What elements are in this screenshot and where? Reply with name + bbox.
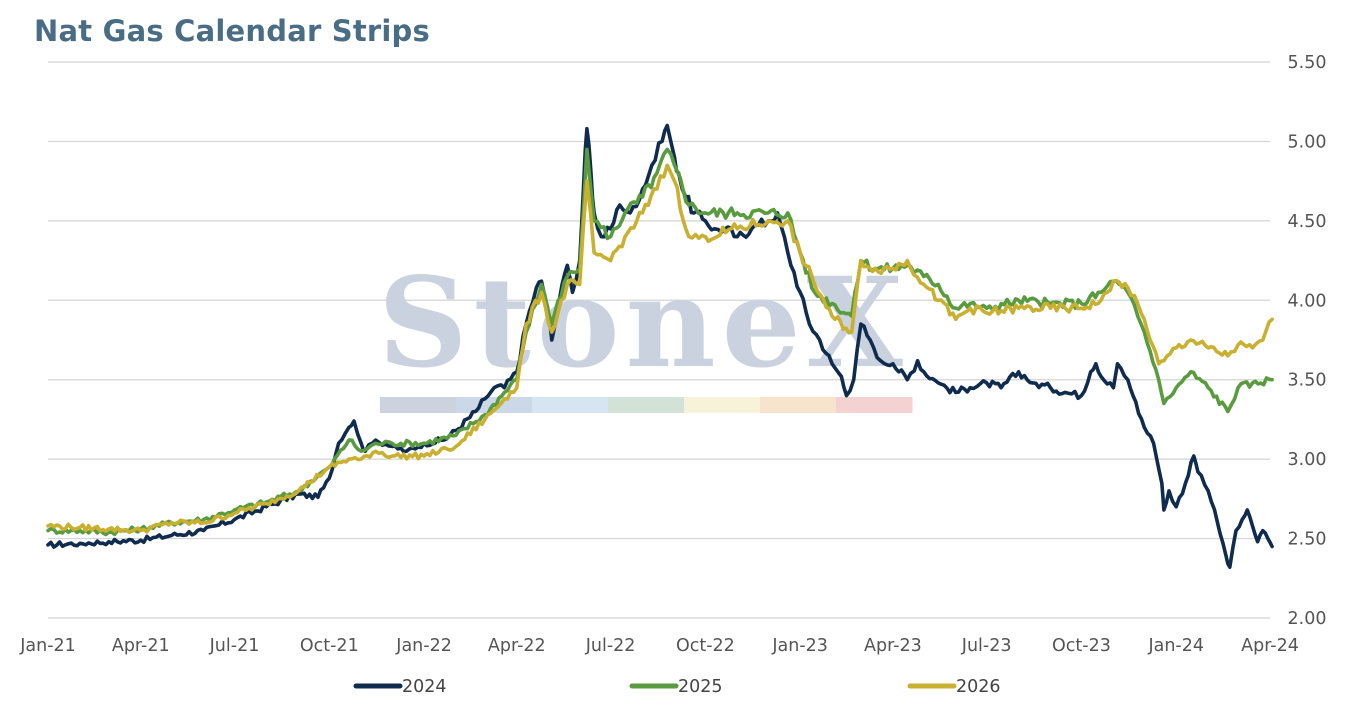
x-tick-label: Jan-21 bbox=[19, 636, 76, 656]
series-line-2024 bbox=[46, 123, 1274, 569]
x-tick-label: Apr-23 bbox=[864, 636, 922, 656]
x-tick-label: Jul-21 bbox=[209, 636, 260, 656]
legend-label-2024: 2024 bbox=[402, 677, 447, 697]
x-tick-label: Oct-22 bbox=[676, 636, 735, 656]
legend: 2024 2025 2026 bbox=[353, 677, 1001, 697]
y-tick-label: 2.00 bbox=[1288, 609, 1327, 629]
x-tick-label: Oct-21 bbox=[300, 636, 359, 656]
y-tick-label: 5.00 bbox=[1288, 132, 1327, 152]
stonex-watermark: StoneX bbox=[378, 251, 913, 413]
x-tick-label: Jul-23 bbox=[961, 636, 1012, 656]
watermark-stripe bbox=[532, 397, 609, 413]
x-tick-label: Jan-23 bbox=[771, 636, 828, 656]
chart-title: Nat Gas Calendar Strips bbox=[34, 14, 430, 48]
watermark-stripe bbox=[608, 397, 685, 413]
x-tick-label: Jan-24 bbox=[1147, 636, 1204, 656]
x-tick-label: Apr-24 bbox=[1241, 636, 1299, 656]
series-line-2026 bbox=[46, 163, 1274, 535]
legend-label-2026: 2026 bbox=[956, 677, 1001, 697]
y-tick-label: 4.50 bbox=[1288, 212, 1327, 232]
watermark-stripes bbox=[380, 397, 913, 413]
series-lines bbox=[46, 123, 1274, 569]
series-line-2025 bbox=[46, 147, 1274, 537]
x-tick-label: Apr-21 bbox=[112, 636, 170, 656]
x-tick-label: Oct-23 bbox=[1052, 636, 1111, 656]
watermark-stripe bbox=[836, 397, 913, 413]
y-tick-label: 2.50 bbox=[1288, 530, 1327, 550]
y-tick-label: 5.50 bbox=[1288, 53, 1327, 73]
watermark-stripe bbox=[760, 397, 837, 413]
legend-label-2025: 2025 bbox=[678, 677, 723, 697]
y-tick-label: 4.00 bbox=[1288, 291, 1327, 311]
watermark-stripe bbox=[684, 397, 761, 413]
x-tick-label: Jul-22 bbox=[585, 636, 636, 656]
y-tick-label: 3.50 bbox=[1288, 371, 1327, 391]
x-tick-label: Jan-22 bbox=[395, 636, 452, 656]
x-tick-label: Apr-22 bbox=[488, 636, 546, 656]
watermark-text: StoneX bbox=[378, 251, 909, 396]
gridlines bbox=[48, 61, 1270, 619]
watermark-stripe bbox=[380, 397, 457, 413]
y-tick-label: 3.00 bbox=[1288, 450, 1327, 470]
y-axis-ticks: 2.00 2.50 3.00 3.50 4.00 4.50 5.00 5.50 bbox=[1288, 53, 1327, 629]
x-axis-ticks: Jan-21 Apr-21 Jul-21 Oct-21 Jan-22 Apr-22 Jul-… bbox=[19, 636, 1299, 656]
